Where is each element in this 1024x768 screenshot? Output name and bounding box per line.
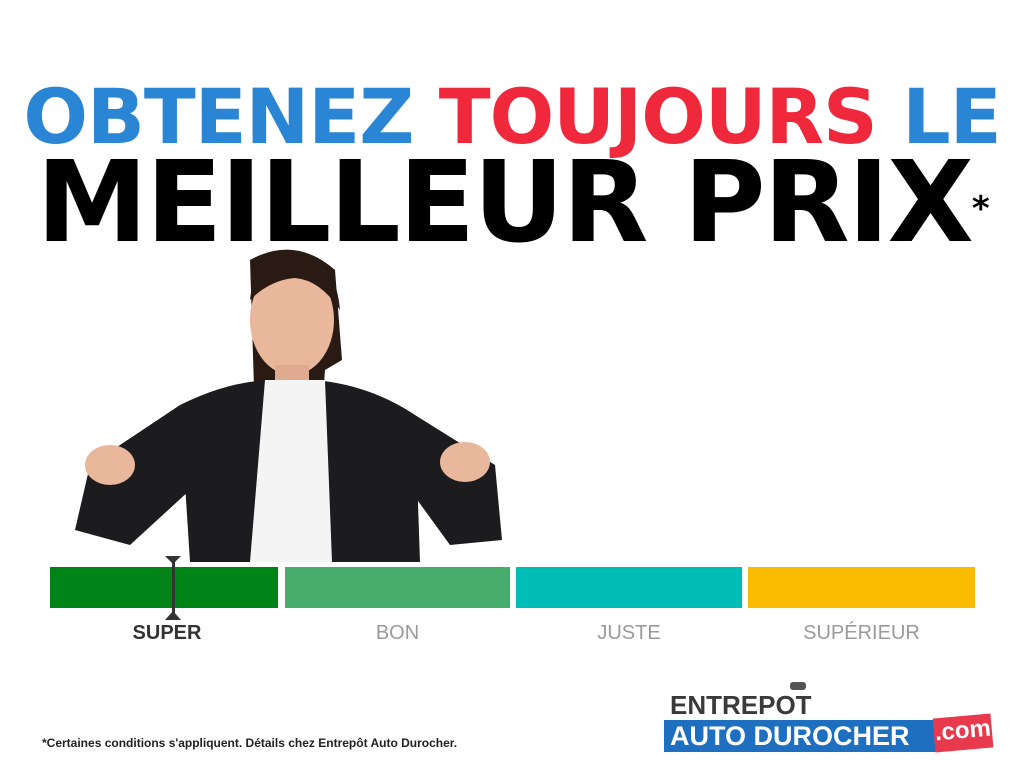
asterisk: * <box>971 189 990 229</box>
car-icon <box>790 682 806 690</box>
rating-bar-juste <box>516 567 742 608</box>
headline-meilleur-prix: MEILLEUR PRIX <box>36 138 973 268</box>
woman-pointing-image <box>75 249 502 562</box>
rating-bar-super <box>50 567 278 608</box>
headline-word-toujours: TOUJOURS <box>438 72 878 161</box>
headline-line1: OBTENEZ TOUJOURS LE <box>0 72 1024 162</box>
logo-suffix: .com <box>932 713 994 753</box>
logo-line2: AUTO DUROCHER <box>664 720 936 752</box>
disclaimer: *Certaines conditions s'appliquent. Déta… <box>42 736 458 750</box>
logo-line1: ENTREPOT <box>670 690 812 720</box>
label-super: SUPER <box>132 622 202 644</box>
rating-bar-superieur <box>748 567 975 608</box>
price-marker-icon <box>165 556 181 620</box>
label-superieur: SUPÉRIEUR <box>803 622 920 644</box>
headline-word-obtenez: OBTENEZ <box>23 72 414 161</box>
rating-bar-bon <box>285 567 510 608</box>
headline-line2: MEILLEUR PRIX* <box>0 147 1024 259</box>
logo: ENTREPOT AUTO DUROCHER .com <box>662 680 1002 760</box>
label-bon: BON <box>375 622 420 644</box>
label-juste: JUSTE <box>597 622 661 644</box>
headline-word-le: LE <box>902 72 1001 161</box>
